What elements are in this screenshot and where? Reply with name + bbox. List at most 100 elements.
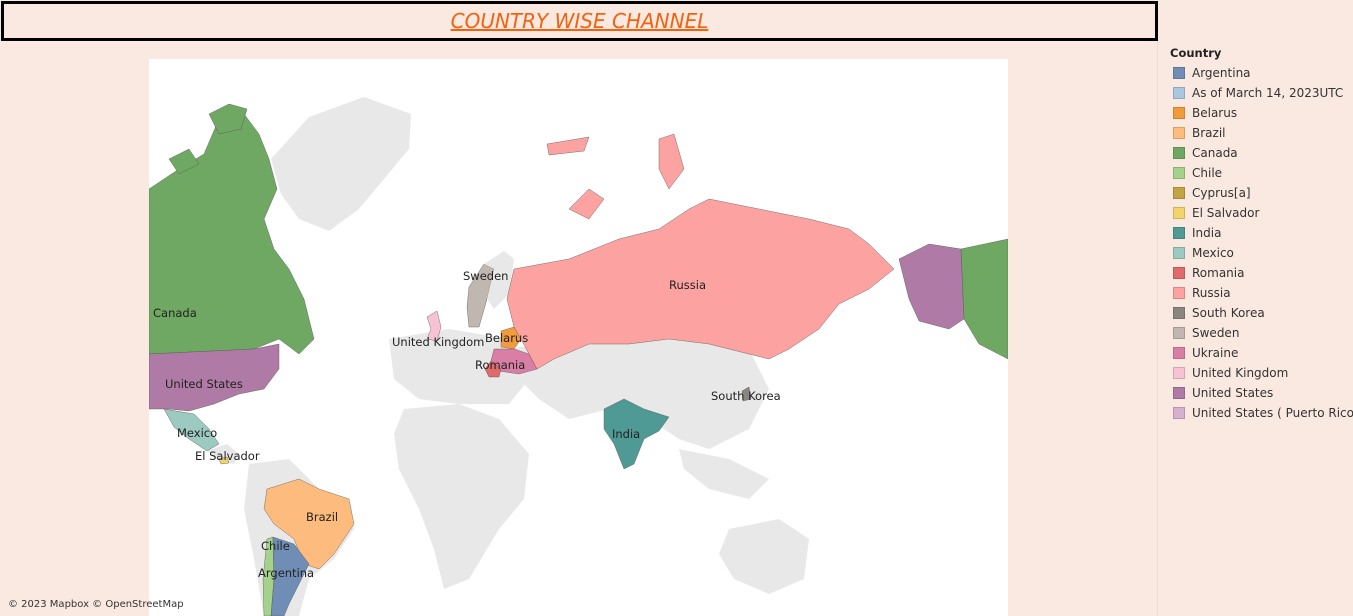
legend-swatch <box>1173 287 1185 299</box>
legend-swatch <box>1173 327 1185 339</box>
legend-swatch <box>1173 347 1185 359</box>
country-legend: Country Argentina As of March 14, 2023UTC… <box>1170 46 1353 423</box>
title-bar: COUNTRY WISE CHANNEL <box>1 1 1158 41</box>
legend-label: India <box>1192 226 1222 240</box>
legend-item[interactable]: South Korea <box>1170 303 1353 323</box>
region-brazil[interactable] <box>263 478 355 570</box>
legend-label: Sweden <box>1192 326 1240 340</box>
map-attribution[interactable]: © 2023 Mapbox © OpenStreetMap <box>8 599 184 610</box>
legend-label: United States ( Puerto Rico) <box>1192 406 1353 420</box>
label-mexico: Mexico <box>177 426 217 440</box>
label-united-states: United States <box>165 377 243 391</box>
legend-label: Argentina <box>1192 66 1251 80</box>
region-belarus[interactable] <box>500 326 522 350</box>
label-el-salvador: El Salvador <box>195 449 260 463</box>
legend-item[interactable]: Mexico <box>1170 243 1353 263</box>
legend-swatch <box>1173 207 1185 219</box>
legend-item[interactable]: United States ( Puerto Rico) <box>1170 403 1353 423</box>
legend-label: El Salvador <box>1192 206 1260 220</box>
label-canada: Canada <box>153 306 197 320</box>
label-south-korea: South Korea <box>711 389 781 403</box>
label-chile: Chile <box>261 539 290 553</box>
legend-swatch <box>1173 247 1185 259</box>
legend-item[interactable]: United States <box>1170 383 1353 403</box>
region-greenland <box>271 97 411 231</box>
region-australia <box>719 519 809 594</box>
region-united-states[interactable] <box>149 343 280 412</box>
legend-label: South Korea <box>1192 306 1265 320</box>
legend-label: Russia <box>1192 286 1231 300</box>
region-alaska[interactable] <box>898 243 965 330</box>
region-canada-east[interactable] <box>960 238 1008 360</box>
region-russia-islands <box>546 133 685 220</box>
region-india[interactable] <box>603 398 670 470</box>
legend-swatch <box>1173 387 1185 399</box>
label-sweden: Sweden <box>463 269 508 283</box>
label-romania: Romania <box>475 358 525 372</box>
region-argentina[interactable] <box>270 536 310 616</box>
label-belarus: Belarus <box>485 331 528 345</box>
legend-label: United Kingdom <box>1192 366 1289 380</box>
legend-label: Ukraine <box>1192 346 1239 360</box>
label-united-kingdom: United Kingdom <box>392 335 484 349</box>
region-el-salvador[interactable] <box>218 456 230 465</box>
legend-swatch <box>1173 127 1185 139</box>
legend-swatch <box>1173 407 1185 419</box>
legend-item[interactable]: El Salvador <box>1170 203 1353 223</box>
legend-item[interactable]: Sweden <box>1170 323 1353 343</box>
region-europe <box>389 329 529 404</box>
legend-swatch <box>1173 67 1185 79</box>
legend-item[interactable]: Chile <box>1170 163 1353 183</box>
legend-label: Belarus <box>1192 106 1238 120</box>
map-svg: Canada United States Mexico El Salvador … <box>149 97 1008 616</box>
label-argentina: Argentina <box>258 566 314 580</box>
legend-label: Cyprus[a] <box>1192 186 1251 200</box>
legend-item[interactable]: Canada <box>1170 143 1353 163</box>
region-se-asia <box>679 449 769 499</box>
legend-swatch <box>1173 267 1185 279</box>
legend-item[interactable]: Argentina <box>1170 63 1353 83</box>
region-south-korea[interactable] <box>741 386 752 402</box>
legend-swatch <box>1173 107 1185 119</box>
legend-swatch <box>1173 167 1185 179</box>
region-africa <box>394 404 529 589</box>
legend-label: Brazil <box>1192 126 1226 140</box>
legend-swatch <box>1173 87 1185 99</box>
legend-item[interactable]: Belarus <box>1170 103 1353 123</box>
region-russia[interactable] <box>506 198 895 370</box>
page-title: COUNTRY WISE CHANNEL <box>450 9 709 33</box>
legend-label: Mexico <box>1192 246 1234 260</box>
legend-title: Country <box>1170 46 1222 60</box>
legend-item[interactable]: Brazil <box>1170 123 1353 143</box>
region-asia <box>509 329 769 449</box>
region-canada-islands <box>168 103 248 175</box>
label-india: India <box>612 427 640 441</box>
legend-swatch <box>1173 307 1185 319</box>
legend-item[interactable]: Ukraine <box>1170 343 1353 363</box>
legend-item[interactable]: Cyprus[a] <box>1170 183 1353 203</box>
legend-label: Chile <box>1192 166 1223 180</box>
legend-item[interactable]: Romania <box>1170 263 1353 283</box>
region-mexico[interactable] <box>163 408 220 452</box>
region-sweden[interactable] <box>466 263 495 328</box>
region-united-kingdom[interactable] <box>426 310 442 342</box>
legend-item[interactable]: India <box>1170 223 1353 243</box>
legend-label: United States <box>1192 386 1274 400</box>
legend-item[interactable]: Russia <box>1170 283 1353 303</box>
label-russia: Russia <box>669 278 706 292</box>
world-map[interactable]: Canada United States Mexico El Salvador … <box>149 59 1008 616</box>
legend-list: Argentina As of March 14, 2023UTC Belarus B… <box>1170 63 1353 423</box>
region-romania[interactable] <box>484 360 502 378</box>
legend-swatch <box>1173 367 1185 379</box>
legend-swatch <box>1173 147 1185 159</box>
legend-swatch <box>1173 187 1185 199</box>
region-scandinavia <box>484 251 514 309</box>
region-central-america <box>207 444 239 464</box>
legend-label: As of March 14, 2023UTC <box>1192 86 1344 100</box>
legend-label: Romania <box>1192 266 1245 280</box>
legend-swatch <box>1173 227 1185 239</box>
legend-label: Canada <box>1192 146 1238 160</box>
legend-item[interactable]: United Kingdom <box>1170 363 1353 383</box>
label-brazil: Brazil <box>306 510 338 524</box>
legend-item[interactable]: As of March 14, 2023UTC <box>1170 83 1353 103</box>
